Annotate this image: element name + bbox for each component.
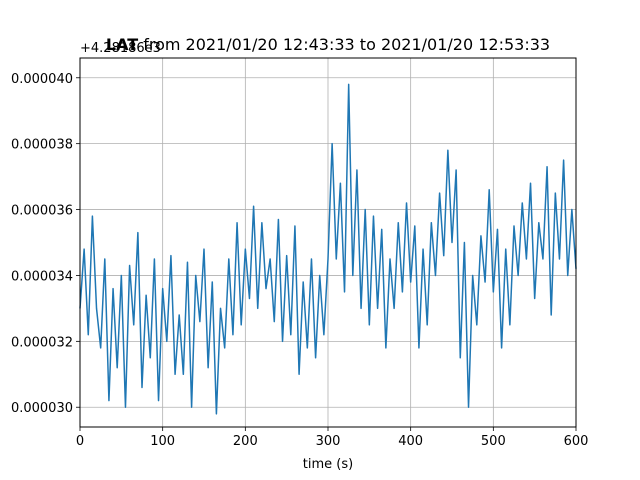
y-tick-label: 0.000030 (11, 401, 73, 416)
x-tick-label: 500 (481, 434, 506, 449)
chart-title-variable: LAT (106, 35, 138, 54)
y-tick-label: 0.000034 (11, 269, 73, 284)
x-axis-label: time (s) (303, 457, 353, 472)
series-line (79, 83, 577, 415)
x-tick-label: 600 (564, 434, 589, 449)
x-tick-label: 300 (316, 434, 341, 449)
x-tick-label: 0 (76, 434, 84, 449)
y-tick-label: 0.000040 (11, 72, 73, 87)
y-tick-label: 0.000038 (11, 138, 73, 153)
y-tick-label: 0.000032 (11, 335, 73, 350)
series-layer (79, 83, 577, 415)
x-tick-label: 200 (233, 434, 258, 449)
x-axis: 0 100 200 300 400 500 600 (76, 427, 589, 449)
y-offset-label: +4.28186e3 (80, 41, 161, 56)
x-tick-label: 100 (150, 434, 175, 449)
y-tick-label: 0.000036 (11, 204, 73, 219)
x-tick-label: 400 (398, 434, 423, 449)
y-axis: 0.000030 0.000032 0.000034 0.000036 0.000038… (11, 72, 80, 416)
chart-title-range: from 2021/01/20 12:43:33 to 2021/01/20 1… (138, 35, 550, 54)
chart-title: LAT from 2021/01/20 12:43:33 to 2021/01/… (106, 35, 550, 54)
